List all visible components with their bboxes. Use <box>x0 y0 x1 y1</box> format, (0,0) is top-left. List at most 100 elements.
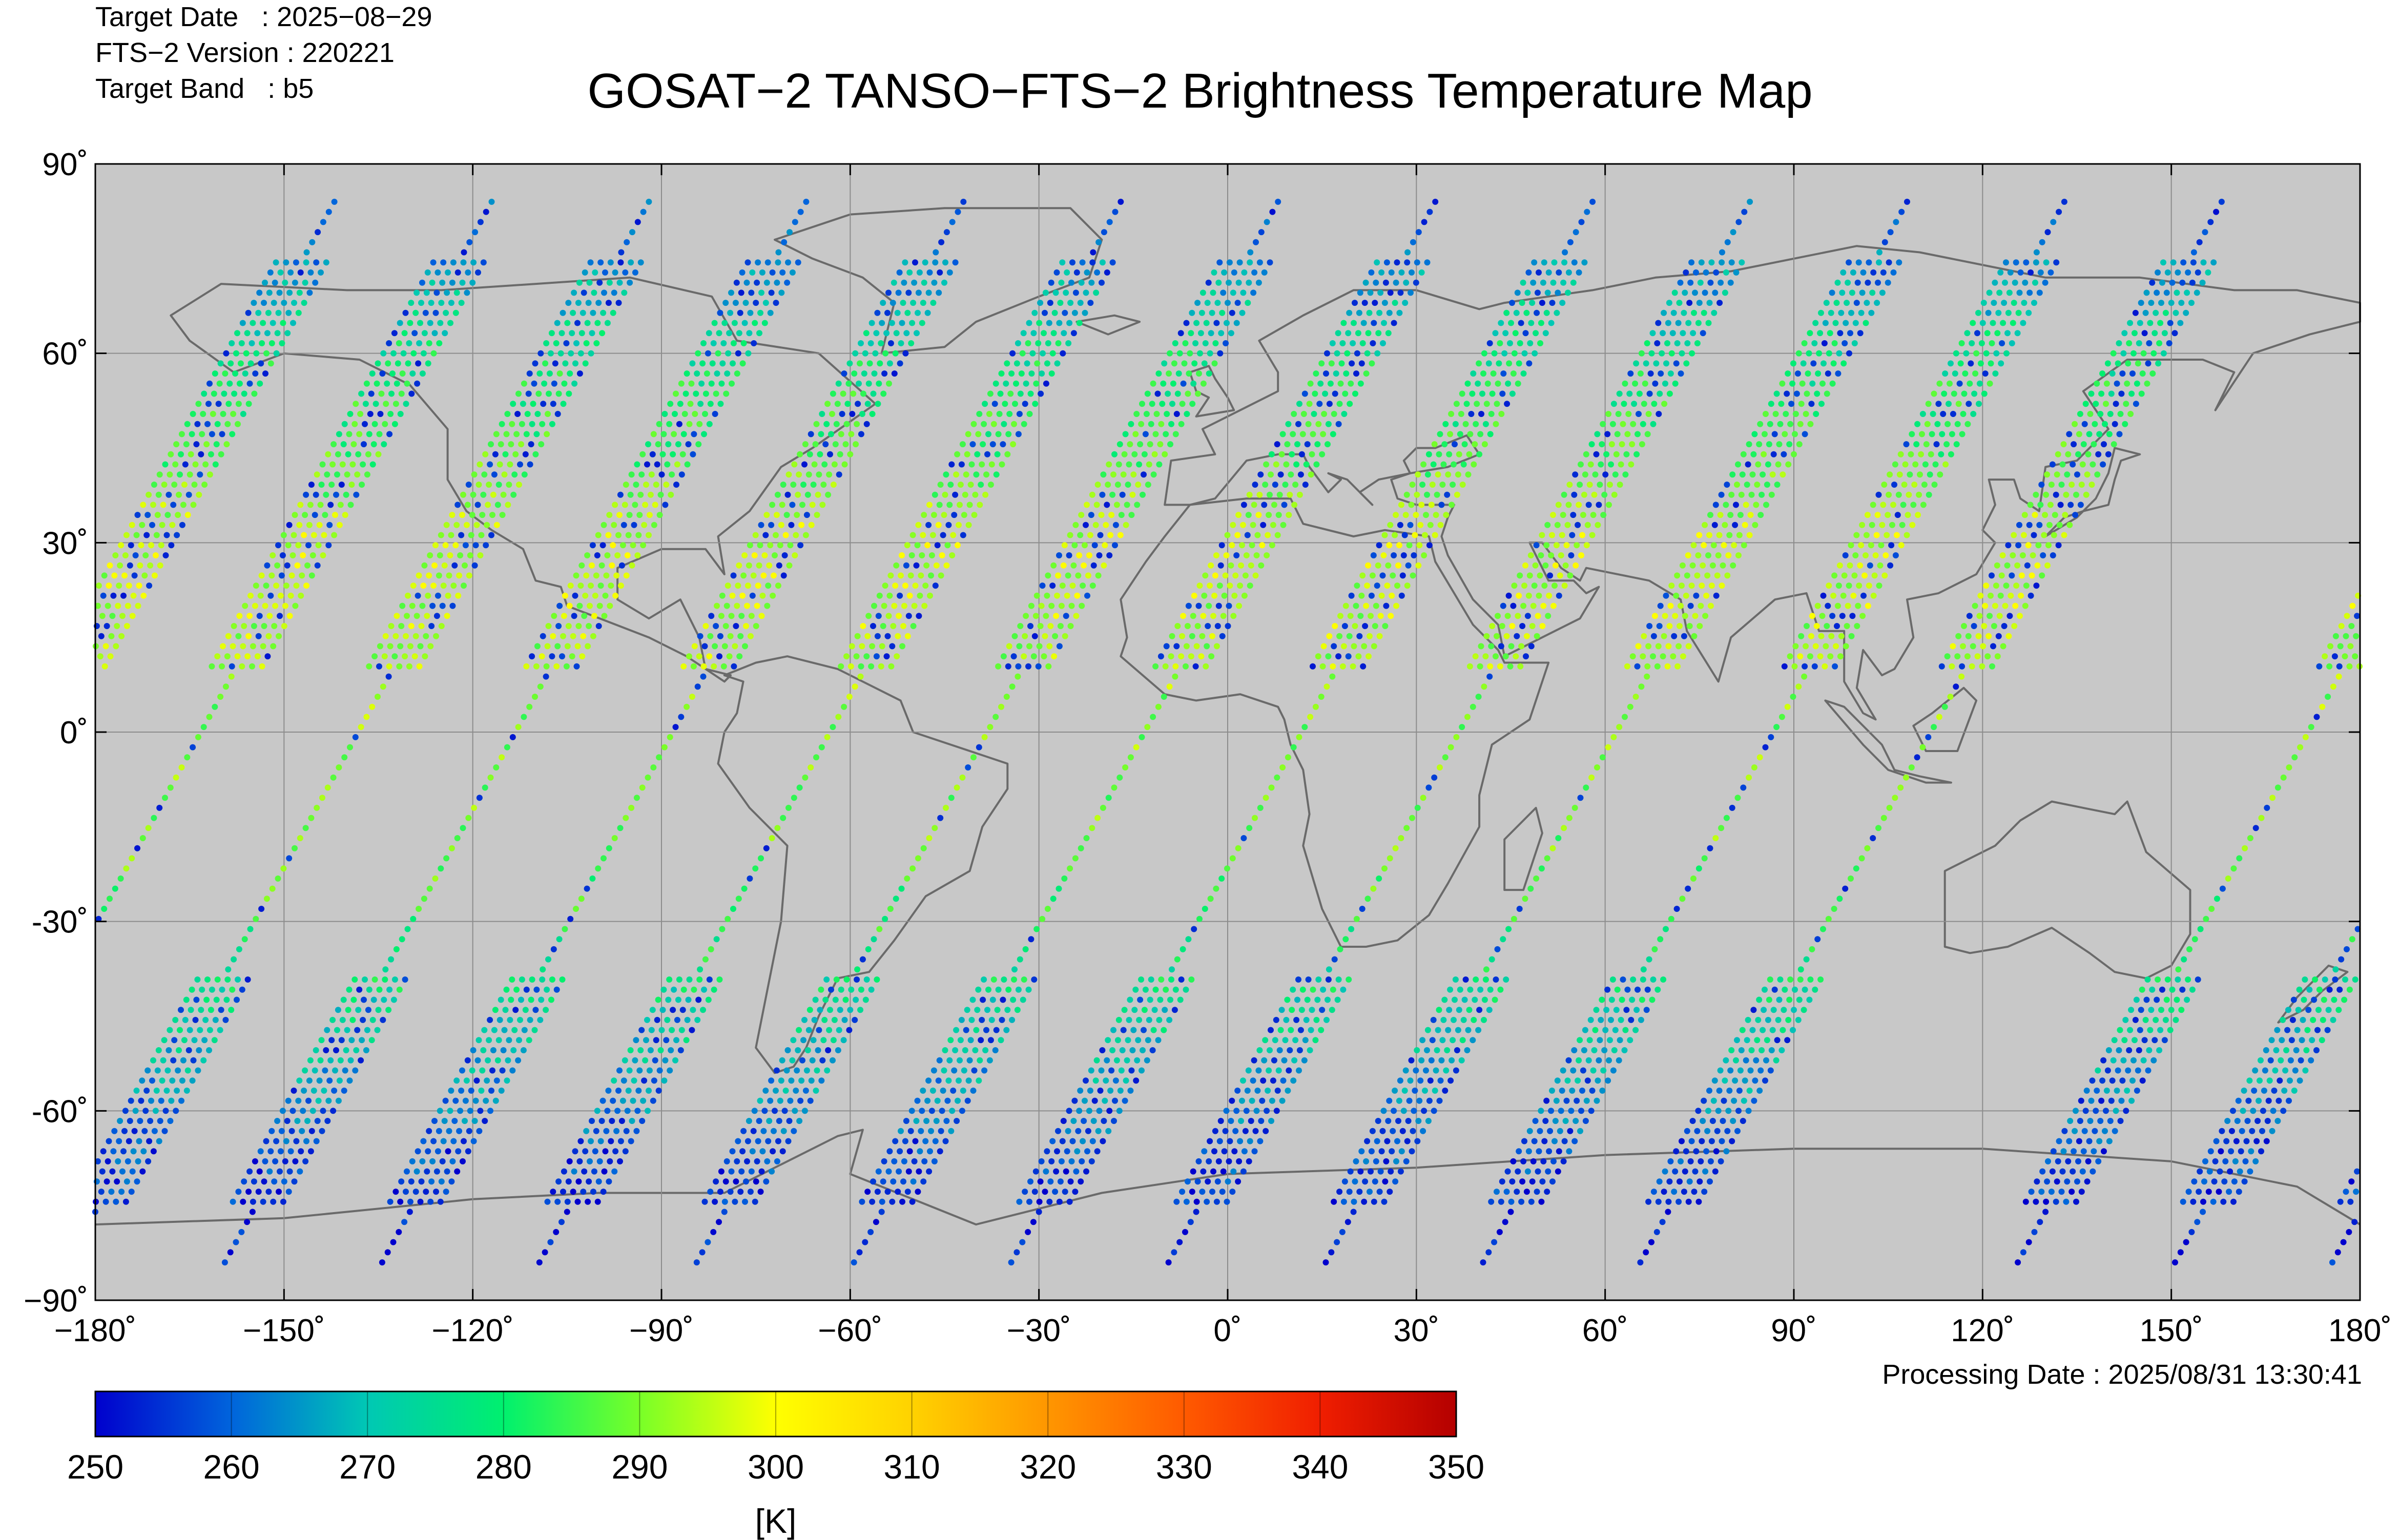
obs-point <box>1357 613 1364 619</box>
obs-point <box>1593 451 1600 457</box>
obs-point <box>230 643 236 650</box>
obs-point <box>1362 279 1369 286</box>
obs-point <box>695 441 702 448</box>
obs-point <box>320 219 326 225</box>
obs-point <box>1070 330 1077 337</box>
obs-point <box>461 1138 467 1144</box>
obs-point <box>214 421 221 427</box>
obs-point <box>459 279 466 286</box>
obs-point <box>629 562 635 569</box>
obs-point <box>487 1108 493 1114</box>
obs-point <box>957 482 964 488</box>
obs-point <box>1095 572 1102 579</box>
obs-point <box>1207 896 1214 902</box>
obs-point <box>2275 1097 2282 1104</box>
obs-point <box>355 1007 362 1013</box>
obs-point <box>713 623 719 629</box>
obs-point <box>1187 350 1193 357</box>
obs-point <box>398 1178 405 1185</box>
obs-point <box>309 552 316 558</box>
obs-point <box>1736 532 1743 538</box>
obs-point <box>1406 1097 1413 1104</box>
obs-point <box>1254 1087 1261 1094</box>
obs-point <box>2191 1178 2198 1185</box>
obs-point <box>1126 1016 1132 1023</box>
obs-point <box>1527 885 1534 892</box>
obs-point <box>1053 1168 1060 1175</box>
obs-point <box>1131 451 1138 457</box>
obs-point <box>954 1118 960 1124</box>
obs-point <box>928 1108 935 1114</box>
obs-point <box>1270 522 1276 528</box>
obs-point <box>1828 633 1835 639</box>
obs-point <box>1319 663 1326 670</box>
obs-point <box>509 1067 516 1074</box>
obs-point <box>438 532 444 538</box>
obs-point <box>1099 279 1105 286</box>
obs-point <box>641 522 648 528</box>
obs-point <box>1305 421 1312 427</box>
obs-point <box>1828 309 1834 316</box>
obs-point <box>1676 300 1683 306</box>
obs-point <box>1150 1027 1157 1033</box>
obs-point <box>1538 552 1544 558</box>
obs-point <box>1424 1027 1431 1033</box>
obs-point <box>1444 1047 1451 1053</box>
obs-point <box>1822 320 1829 326</box>
obs-point <box>1832 663 1838 670</box>
obs-point <box>1064 1148 1070 1155</box>
obs-point <box>673 482 679 488</box>
obs-point <box>902 582 908 589</box>
obs-point <box>2284 1027 2291 1033</box>
obs-point <box>736 653 743 660</box>
obs-point <box>697 633 704 639</box>
obs-point <box>1685 885 1691 892</box>
obs-point <box>1208 653 1215 660</box>
obs-point <box>2109 1077 2116 1084</box>
obs-point <box>794 512 800 518</box>
obs-point <box>438 623 445 629</box>
obs-point <box>1583 784 1589 791</box>
obs-point <box>507 461 513 468</box>
obs-point <box>1682 289 1688 296</box>
obs-point <box>1495 380 1501 387</box>
obs-point <box>2093 1108 2099 1114</box>
obs-point <box>1117 1087 1124 1094</box>
obs-point <box>1825 370 1831 377</box>
obs-point <box>592 269 598 276</box>
obs-point <box>735 350 741 357</box>
obs-point <box>961 1067 967 1074</box>
obs-point <box>1445 471 1452 478</box>
obs-point <box>172 1016 179 1023</box>
obs-point <box>1739 259 1745 266</box>
obs-point <box>1817 653 1824 660</box>
obs-point <box>675 441 681 448</box>
obs-point <box>1644 663 1651 670</box>
obs-point <box>1370 885 1377 892</box>
obs-point <box>2300 1016 2306 1023</box>
obs-point <box>2265 1097 2272 1104</box>
obs-point <box>2043 1198 2050 1205</box>
obs-point <box>1058 1158 1065 1164</box>
obs-point <box>835 380 842 387</box>
obs-point <box>1238 562 1244 569</box>
obs-point <box>421 330 428 337</box>
obs-point <box>491 471 498 478</box>
obs-point <box>1548 552 1555 558</box>
obs-point <box>979 1016 985 1023</box>
obs-point <box>1769 471 1776 478</box>
obs-point <box>397 1198 404 1205</box>
obs-point <box>1955 401 1962 407</box>
obs-point <box>902 259 908 266</box>
obs-point <box>929 1087 936 1094</box>
obs-point <box>350 441 357 448</box>
obs-point <box>1390 572 1396 579</box>
obs-point <box>754 1158 760 1164</box>
obs-point <box>174 1087 180 1094</box>
obs-point <box>1269 209 1276 215</box>
obs-point <box>1519 300 1525 306</box>
obs-point <box>358 390 365 397</box>
obs-point <box>757 1189 764 1195</box>
obs-point <box>900 300 906 306</box>
obs-point <box>494 502 501 508</box>
